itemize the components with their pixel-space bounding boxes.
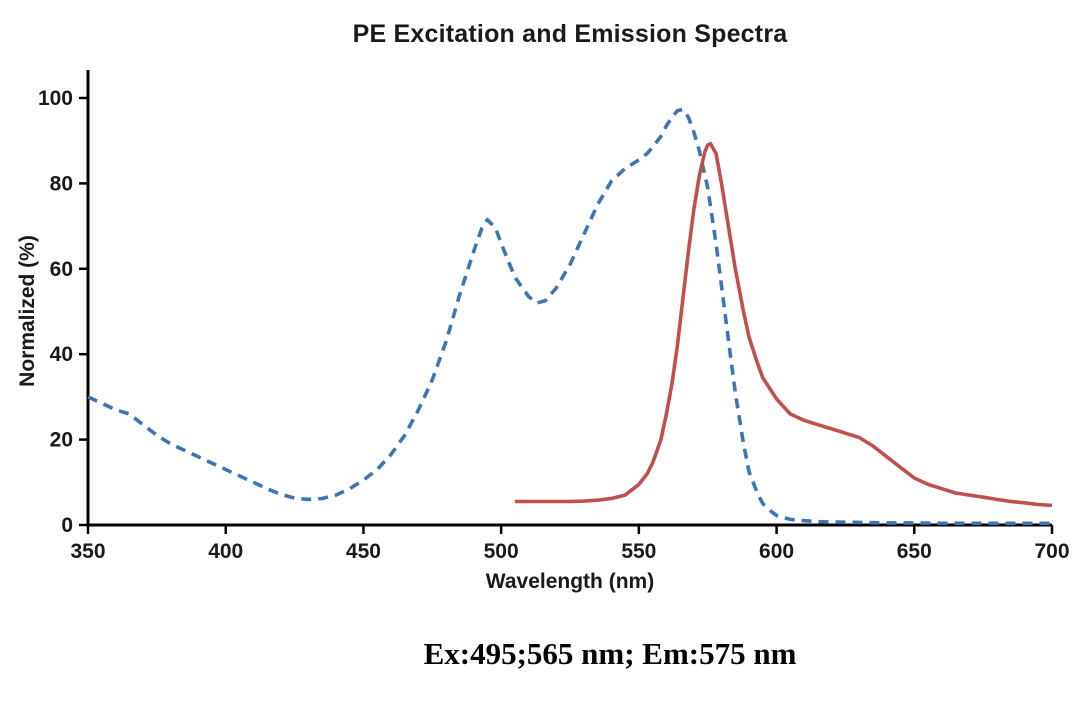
x-tick-label: 550: [621, 540, 656, 563]
x-tick-label: 650: [897, 540, 932, 563]
x-tick-label: 500: [484, 540, 519, 563]
emission-curve: [514, 141, 1053, 508]
x-tick-label: 350: [70, 540, 105, 563]
excitation-curve: [87, 107, 1052, 526]
x-tick-label: 600: [759, 540, 794, 563]
x-tick-label: 450: [346, 540, 381, 563]
y-tick-label: 100: [38, 87, 73, 110]
y-tick-label: 0: [61, 514, 73, 537]
x-axis-label: Wavelength (nm): [485, 570, 655, 593]
y-tick-label: 60: [50, 258, 73, 281]
y-tick-label: 20: [50, 429, 73, 452]
y-tick-label: 80: [50, 172, 73, 195]
figure-caption: Ex:495;565 nm; Em:575 nm: [423, 636, 797, 671]
y-tick-label: 40: [50, 343, 73, 366]
x-tick-label: 400: [208, 540, 243, 563]
chart-title: PE Excitation and Emission Spectra: [352, 20, 788, 48]
spectra-chart: 350 400 450 500 550 600 650 700 0 20 40 60 80 100: [38, 70, 1070, 563]
x-tick-label: 700: [1034, 540, 1069, 563]
